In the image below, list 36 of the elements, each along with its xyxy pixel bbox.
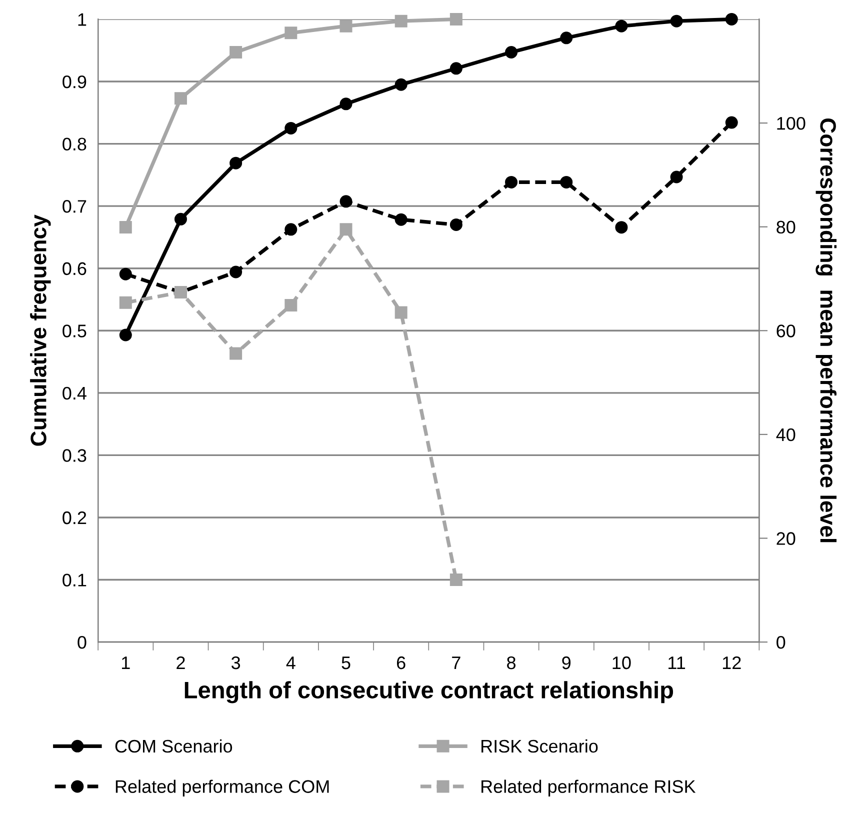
y-axis-title: Cumulative frequency [30,214,51,446]
x-tick-label: 1 [122,656,130,670]
x-tick-label: 9 [562,656,571,670]
x-tick-label: 4 [286,656,296,670]
x-tick-label: 5 [342,656,350,670]
x-tick-label: 8 [507,656,516,670]
legend-label: Related performance RISK [482,780,696,797]
x-tick-label: 7 [452,656,460,670]
y-tick-label: 0.7 [62,200,86,213]
y-tick-label: 0.9 [62,75,86,88]
x-tick-label: 3 [231,656,240,670]
y-tick-label: 0.5 [62,324,86,338]
y-tick-label: 1 [78,13,86,26]
y2-tick-label: 100 [777,116,806,130]
x-axis-title: Length of consecutive contract relationship [184,681,674,704]
x-tick-label: 2 [176,656,185,670]
y-tick-label: 0.4 [62,386,86,400]
y-tick-label: 0.8 [62,138,86,151]
y-tick-label: 0.2 [62,511,86,524]
x-tick-label: 10 [612,656,631,670]
y-tick-label: 0.1 [62,574,86,586]
y-tick-label: 0.6 [62,262,86,276]
x-tick-label: 11 [668,656,686,670]
x-tick-label: 12 [722,656,741,670]
y2-tick-label: 0 [776,636,786,649]
y2-tick-label: 20 [776,532,796,545]
y-tick-label: 0 [78,636,86,649]
y-tick-label: 0.3 [62,449,86,462]
legend-label: COM Scenario [115,739,232,753]
y2-tick-label: 80 [776,220,796,234]
y2-tick-label: 60 [776,324,796,338]
legend-label: RISK Scenario [482,739,598,753]
y2-tick-label: 40 [776,428,796,442]
legend-label: Related performance COM [116,780,329,797]
x-tick-label: 6 [396,656,406,670]
y2-axis-title: Corresponding mean performance level [816,118,837,542]
